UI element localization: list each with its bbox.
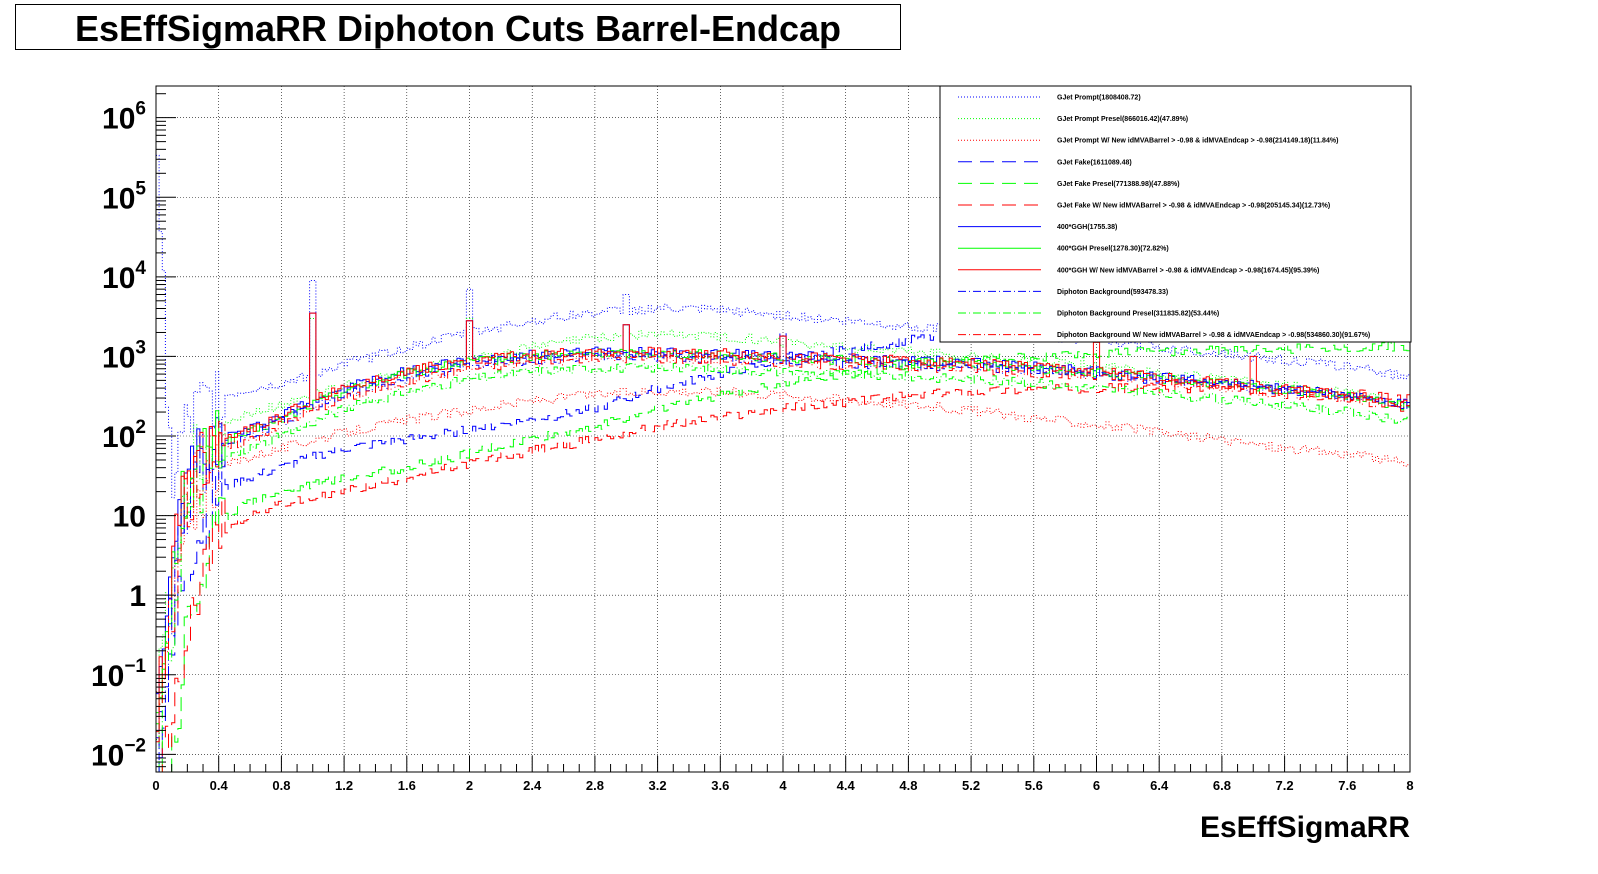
series-line (156, 387, 1410, 694)
chart-title-box: EsEffSigmaRR Diphoton Cuts Barrel-Endcap (15, 4, 901, 50)
x-tick-label: 3.2 (649, 778, 667, 793)
x-tick-label: 6.8 (1213, 778, 1231, 793)
x-tick-label: 2 (466, 778, 473, 793)
x-tick-label: 7.2 (1276, 778, 1294, 793)
legend-entry: 400*GGH W/ New idMVABarrel > -0.98 & idM… (1057, 267, 1319, 274)
x-tick-label: 2.8 (586, 778, 604, 793)
x-tick-label: 1.6 (398, 778, 416, 793)
x-tick-label: 6 (1093, 778, 1100, 793)
series-line (156, 353, 1410, 743)
x-tick-label: 0.8 (272, 778, 290, 793)
series-line (156, 154, 1410, 499)
axes: 0 0.4 0.8 1.2 1.6 2 2.4 2.8 3.2 3.6 4 4.4 4.8 5.2 5.6 6… (91, 85, 1414, 793)
x-tick-label: 0.4 (210, 778, 229, 793)
legend-entry: GJet Fake Presel(771388.98)(47.88%) (1057, 181, 1180, 188)
axis-frame (155, 85, 1411, 773)
y-tick-label: 10 (113, 501, 146, 534)
y-tick-label: 104 (102, 258, 146, 295)
series-line (156, 312, 1410, 733)
x-tick-label: 5.6 (1025, 778, 1043, 793)
x-tick-label: 4 (779, 778, 787, 793)
legend-entry: GJet Prompt W/ New idMVABarrel > -0.98 &… (1057, 138, 1338, 145)
x-tick-label: 8 (1406, 778, 1413, 793)
series-line (156, 363, 1410, 749)
series-line (156, 341, 1410, 773)
legend-entry: 400*GGH(1755.38) (1057, 224, 1117, 231)
y-tick-label: 10−2 (91, 735, 146, 772)
legend-entry: 400*GGH Presel(1278.30)(72.82%) (1057, 246, 1169, 253)
x-tick-label: 7.6 (1338, 778, 1356, 793)
x-tick-label: 2.4 (523, 778, 542, 793)
y-tick-label: 1 (129, 580, 146, 613)
x-tick-label: 5.2 (962, 778, 980, 793)
y-tick-label: 10−1 (91, 656, 146, 693)
y-tick-label: 102 (102, 417, 146, 454)
x-axis-label: EsEffSigmaRR (1200, 811, 1410, 844)
series-line (156, 383, 1410, 773)
y-tick-label: 106 (102, 99, 146, 136)
y-tick-label: 103 (102, 337, 146, 374)
x-tick-label: 6.4 (1150, 778, 1169, 793)
legend-entry: GJet Prompt(1808408.72) (1057, 95, 1141, 102)
legend-entry: Diphoton Background(593478.33) (1057, 289, 1168, 296)
x-tick-label: 0 (152, 778, 159, 793)
legend: GJet Prompt(1808408.72) GJet Prompt Prese… (939, 85, 1412, 343)
legend-entry: Diphoton Background W/ New idMVABarrel >… (1057, 332, 1370, 339)
chart-title: EsEffSigmaRR Diphoton Cuts Barrel-Endcap (74, 8, 842, 49)
legend-box (939, 85, 1412, 343)
x-tick-label: 4.4 (837, 778, 856, 793)
x-tick-label: 1.2 (335, 778, 353, 793)
legend-entry: GJet Prompt Presel(866016.42)(47.89%) (1057, 116, 1188, 123)
x-tick-label: 4.8 (899, 778, 917, 793)
legend-entry: Diphoton Background Presel(311835.82)(53… (1057, 311, 1219, 318)
x-tick-label: 3.6 (711, 778, 729, 793)
y-tick-label: 105 (102, 178, 146, 215)
legend-entry: GJet Fake(1611089.48) (1057, 159, 1132, 166)
legend-entry: GJet Fake W/ New idMVABarrel > -0.98 & i… (1057, 203, 1330, 210)
